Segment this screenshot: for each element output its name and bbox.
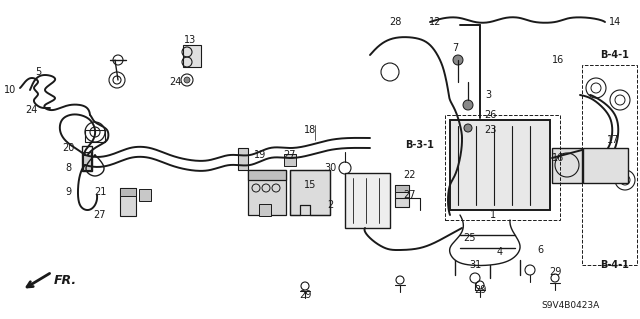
Text: 27: 27 [404, 190, 416, 200]
Text: 19: 19 [254, 150, 266, 160]
Text: 24: 24 [25, 105, 37, 115]
Bar [284, 154, 296, 166]
Bar [450, 120, 550, 210]
Bar [83, 152, 91, 170]
Text: 17: 17 [607, 135, 619, 145]
Text: 22: 22 [404, 170, 416, 180]
Text: 20: 20 [62, 143, 74, 153]
Text: 16: 16 [552, 55, 564, 65]
Text: 24: 24 [169, 77, 181, 87]
Text: 3: 3 [485, 90, 491, 100]
Text: 6: 6 [537, 245, 543, 255]
Text: 21: 21 [94, 187, 106, 197]
Text: 27: 27 [284, 150, 296, 160]
Text: 29: 29 [474, 285, 486, 295]
Text: 4: 4 [497, 247, 503, 257]
Text: 8: 8 [65, 163, 71, 173]
Text: S9V4B0423A: S9V4B0423A [541, 300, 599, 309]
Circle shape [184, 77, 190, 83]
Text: 14: 14 [609, 17, 621, 27]
Circle shape [464, 124, 472, 132]
Text: 18: 18 [304, 125, 316, 135]
Text: 1: 1 [490, 210, 496, 220]
Text: 31: 31 [469, 260, 481, 270]
Text: 13: 13 [184, 35, 196, 45]
Text: 12: 12 [429, 17, 441, 27]
Text: B-4-1: B-4-1 [600, 50, 629, 60]
Bar [120, 188, 136, 196]
Text: B-3-1: B-3-1 [406, 140, 435, 150]
Text: 27: 27 [93, 210, 106, 220]
Text: 5: 5 [35, 67, 41, 77]
Text: 9: 9 [65, 187, 71, 197]
Text: 7: 7 [452, 43, 458, 53]
Text: 30: 30 [324, 163, 336, 173]
Text: 2: 2 [327, 200, 333, 210]
Circle shape [463, 100, 473, 110]
Bar [445, 115, 560, 220]
Text: FR.: FR. [53, 273, 77, 286]
Bar [238, 148, 248, 170]
Circle shape [453, 55, 463, 65]
Text: 26: 26 [484, 110, 496, 120]
Bar [139, 189, 151, 201]
Bar [345, 173, 390, 228]
Text: B-4-1: B-4-1 [600, 260, 629, 270]
Text: 28: 28 [389, 17, 401, 27]
Bar [85, 130, 105, 142]
Bar [248, 170, 286, 215]
Bar [552, 148, 582, 183]
Bar [82, 146, 92, 171]
Bar [395, 185, 409, 192]
Bar [248, 170, 286, 180]
Bar [583, 148, 628, 183]
Text: 15: 15 [304, 180, 316, 190]
Bar [183, 45, 201, 67]
Text: 10: 10 [4, 85, 16, 95]
Text: 25: 25 [464, 233, 476, 243]
Text: 29: 29 [549, 267, 561, 277]
Text: 29: 29 [299, 290, 311, 300]
Bar [120, 188, 136, 216]
Bar [259, 204, 271, 216]
Text: 16: 16 [552, 153, 564, 163]
Bar [582, 65, 637, 265]
Bar [395, 185, 409, 207]
Text: 23: 23 [484, 125, 496, 135]
Bar [290, 170, 330, 215]
